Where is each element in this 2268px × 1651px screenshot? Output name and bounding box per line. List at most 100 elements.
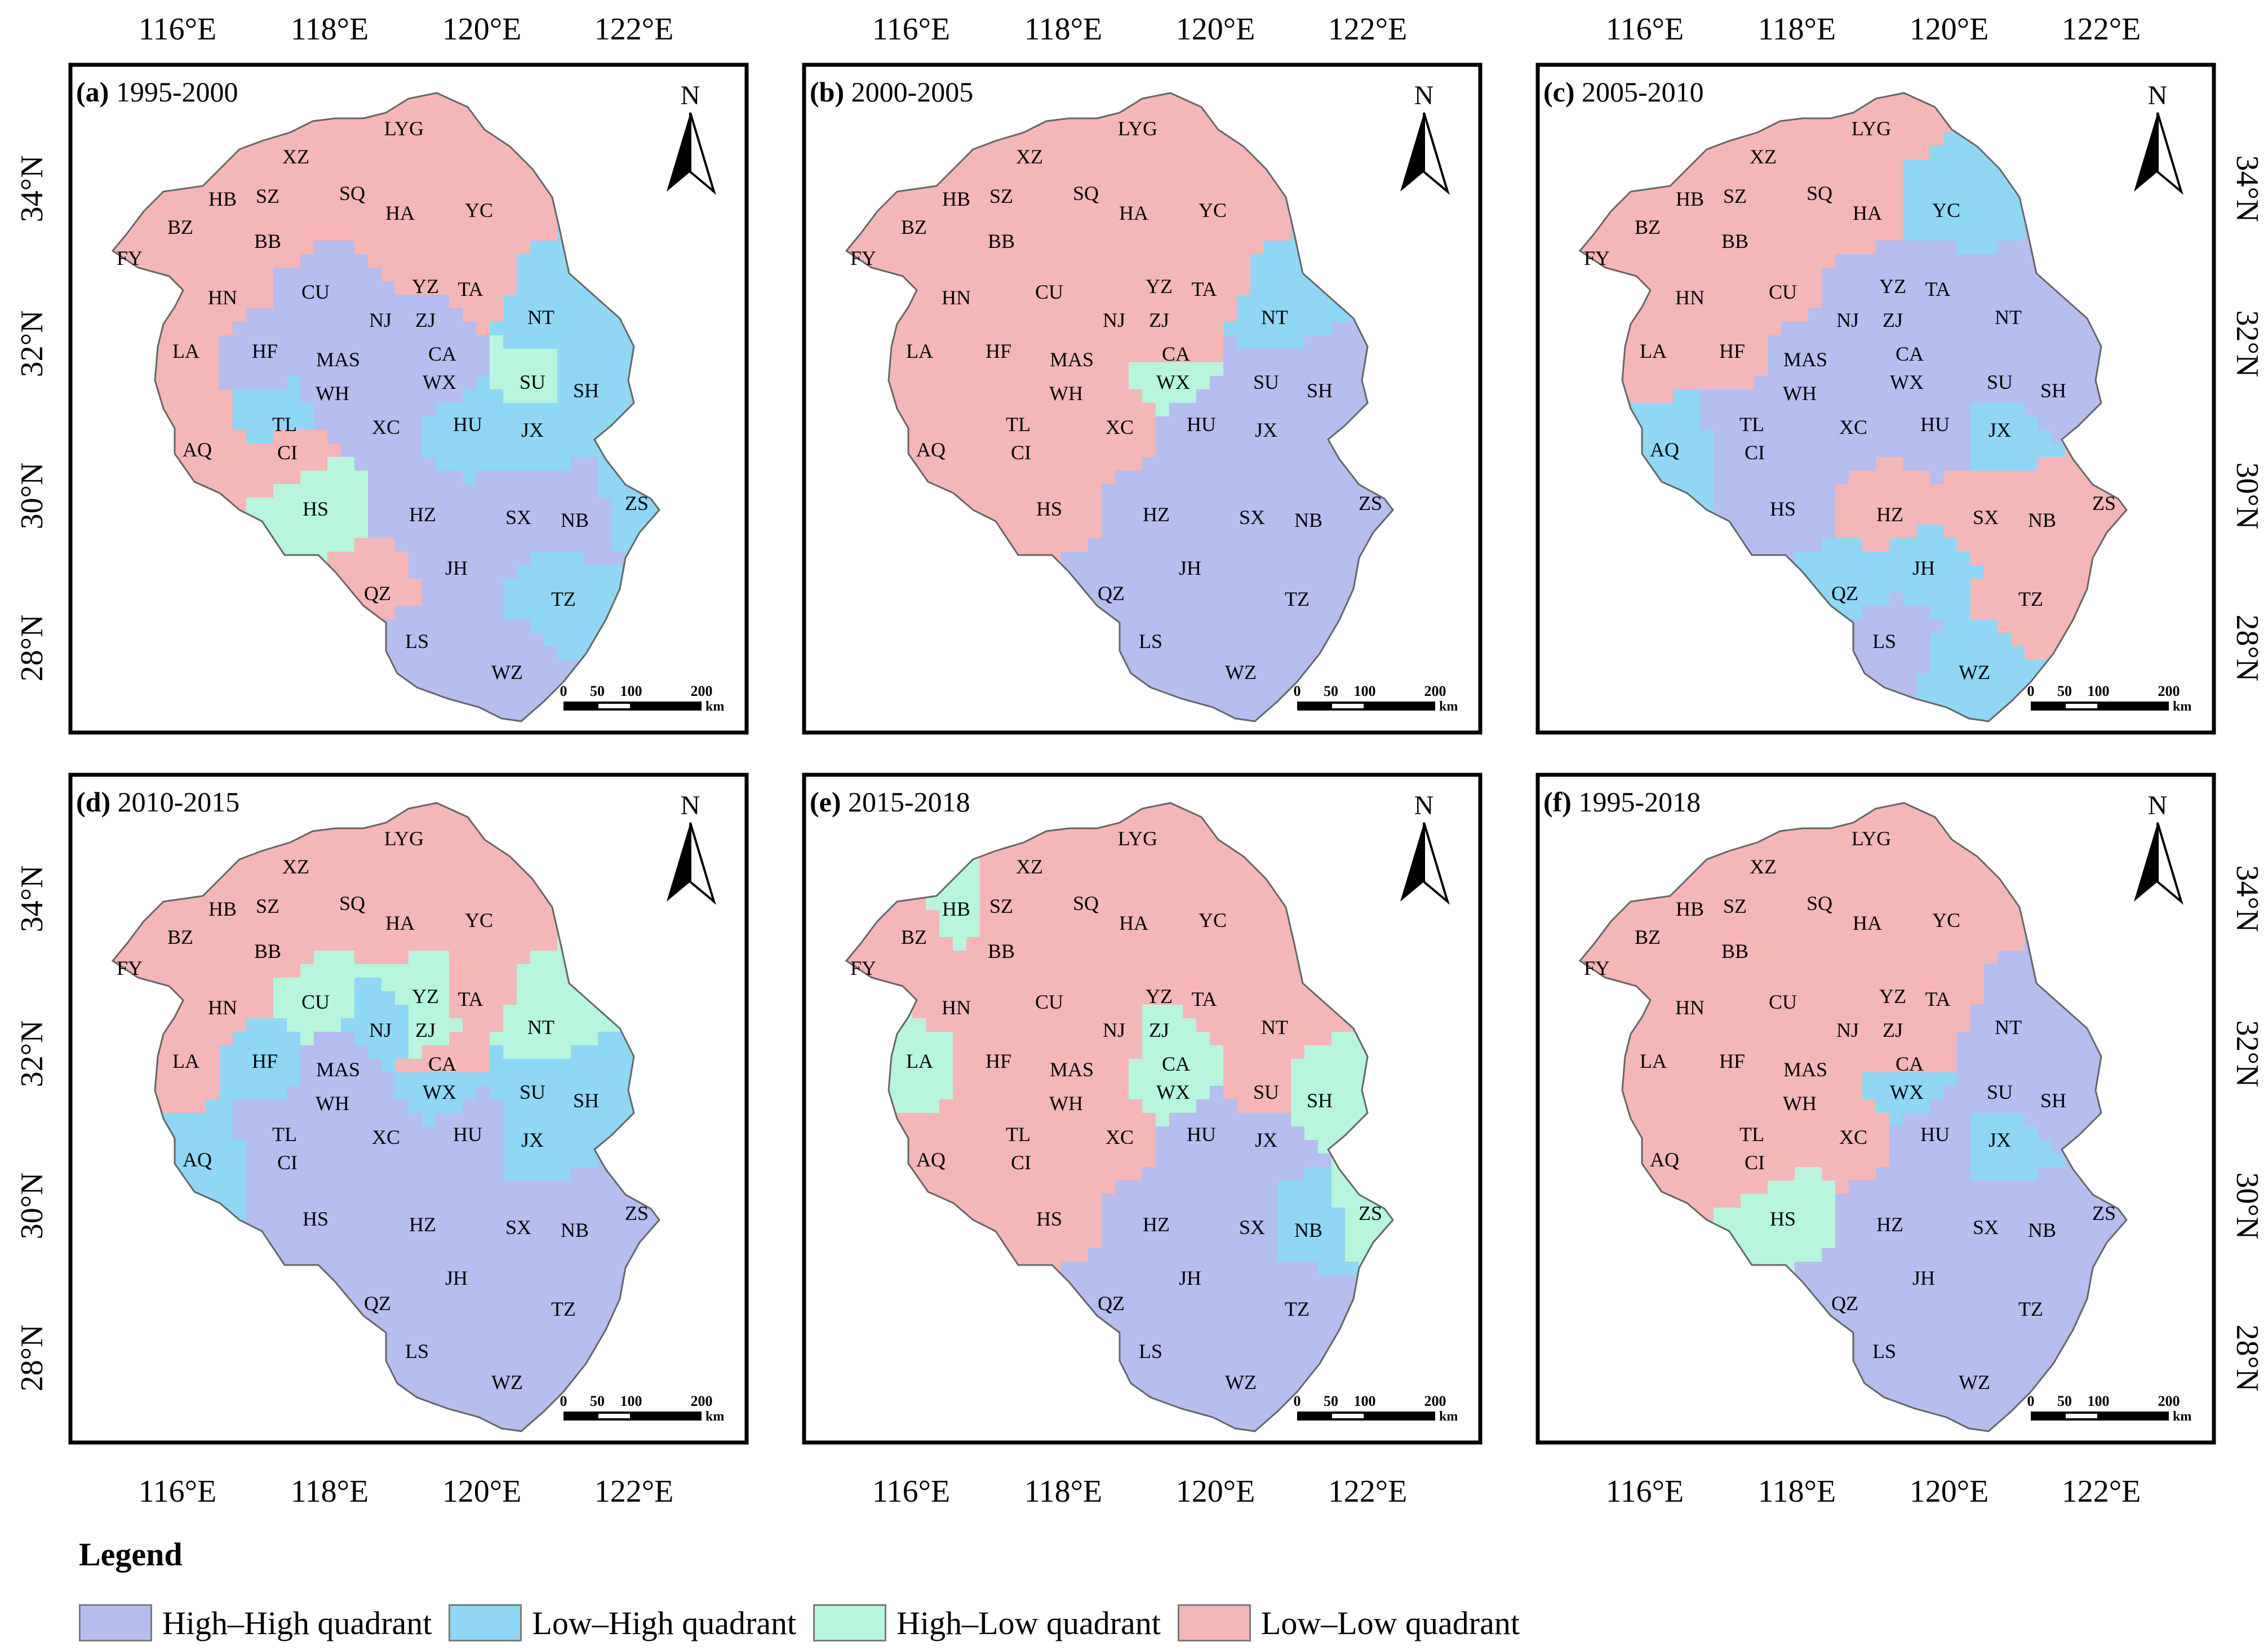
city-label-xc: XC (1106, 1126, 1134, 1148)
lat-label-right: 30°N (2230, 463, 2265, 530)
legend-swatch-low-low (1177, 1604, 1251, 1641)
legend-swatch-high-low (813, 1604, 887, 1641)
city-label-nj: NJ (1103, 1019, 1125, 1041)
city-label-wh: WH (1049, 382, 1083, 405)
city-label-su: SU (1987, 371, 2013, 393)
lat-label-right: 30°N (2230, 1173, 2265, 1240)
legend-item-low-high: Low–High quadrant (449, 1604, 796, 1642)
city-label-cu: CU (301, 281, 330, 303)
city-label-nj: NJ (1836, 309, 1859, 331)
city-label-xz: XZ (1750, 855, 1777, 878)
city-label-tz: TZ (2018, 588, 2043, 610)
city-label-xz: XZ (282, 145, 309, 168)
lat-label-left: 34°N (15, 156, 50, 223)
city-label-jx: JX (1989, 1129, 2011, 1151)
city-label-ha: HA (1853, 202, 1882, 224)
panel-title: (d) 2010-2015 (76, 786, 239, 818)
city-label-hn: HN (942, 996, 971, 1019)
city-label-hf: HF (252, 1050, 278, 1072)
city-label-zs: ZS (1359, 1202, 1382, 1224)
city-label-ci: CI (277, 441, 298, 464)
province-outline (845, 802, 1394, 1432)
city-label-wh: WH (316, 1092, 349, 1115)
city-label-wx: WX (1156, 1081, 1190, 1103)
svg-text:0: 0 (560, 683, 567, 699)
city-label-sh: SH (1307, 1089, 1333, 1112)
city-label-ta: TA (1191, 988, 1217, 1010)
panel-title: (a) 1995-2000 (76, 76, 238, 108)
city-label-sq: SQ (339, 182, 365, 205)
city-label-tz: TZ (2018, 1298, 2043, 1320)
city-label-zj: ZJ (1149, 1019, 1169, 1041)
lon-label-top: 120°E (1910, 12, 1989, 47)
city-label-su: SU (1253, 1081, 1279, 1103)
city-label-jx: JX (1255, 1129, 1277, 1151)
city-label-lyg: LYG (384, 827, 424, 850)
city-label-yc: YC (465, 909, 493, 931)
city-label-nt: NT (1261, 1016, 1288, 1038)
city-label-wx: WX (1890, 371, 1924, 393)
province-outline (1578, 92, 2128, 722)
city-label-qz: QZ (1831, 582, 1858, 605)
city-label-yz: YZ (1146, 275, 1173, 298)
city-label-zs: ZS (625, 492, 649, 514)
lon-label-top: 118°E (1758, 12, 1836, 47)
city-label-hf: HF (1719, 1050, 1745, 1072)
city-label-zs: ZS (625, 1202, 649, 1224)
city-label-su: SU (1253, 371, 1279, 393)
lat-label-right: 32°N (2230, 1020, 2265, 1088)
map-panel-f: XZ LYG HB SZ SQ HA YC BZ BB FY HN CU YZ TA NT LA HF NJ ZJ M… (1535, 773, 2216, 1445)
city-label-ca: CA (428, 343, 456, 365)
city-label-fy: FY (850, 957, 876, 979)
city-label-bb: BB (254, 230, 281, 252)
city-label-ha: HA (1119, 912, 1148, 934)
city-label-mas: MAS (1783, 1058, 1827, 1081)
city-label-la: LA (172, 340, 199, 362)
lon-label-top: 122°E (594, 12, 674, 47)
city-label-la: LA (906, 340, 933, 362)
city-label-la: LA (1640, 1050, 1667, 1072)
lon-label-top: 116°E (139, 12, 217, 47)
city-label-hz: HZ (409, 503, 436, 526)
city-label-bb: BB (1721, 230, 1748, 252)
map-panel-a: XZ LYG HB SZ SQ HA YC BZ BB FY HN CU YZ TA NT LA HF NJ ZJ M… (68, 63, 749, 735)
city-label-hf: HF (252, 340, 278, 362)
city-label-xc: XC (1839, 1126, 1867, 1148)
province-outline (111, 802, 660, 1432)
city-label-ls: LS (1139, 1340, 1162, 1362)
city-label-sz: SZ (1723, 895, 1747, 917)
city-label-sz: SZ (256, 185, 279, 207)
north-arrow-icon: N (667, 81, 716, 195)
legend-item-low-low: Low–Low quadrant (1177, 1604, 1520, 1642)
lat-label-right: 28°N (2230, 1325, 2265, 1392)
city-label-jh: JH (1912, 1267, 1935, 1289)
city-label-qz: QZ (1831, 1292, 1858, 1315)
province-outline (845, 92, 1394, 722)
legend-swatch-high-high (79, 1604, 152, 1641)
city-label-qz: QZ (1098, 582, 1125, 605)
panel-title: (e) 2015-2018 (810, 786, 970, 818)
legend-label-high-low: High–Low quadrant (896, 1604, 1161, 1641)
city-label-sq: SQ (1073, 892, 1099, 915)
city-label-sz: SZ (989, 895, 1013, 917)
lat-label-left: 30°N (15, 1173, 50, 1240)
city-label-mas: MAS (1783, 348, 1827, 371)
city-label-hb: HB (1676, 898, 1704, 920)
city-label-lyg: LYG (384, 117, 424, 140)
north-arrow-icon: N (1400, 791, 1450, 905)
city-label-yc: YC (465, 199, 493, 221)
city-label-lyg: LYG (1118, 117, 1157, 140)
city-label-su: SU (520, 371, 545, 393)
city-label-hu: HU (1920, 413, 1950, 436)
city-label-jx: JX (1989, 419, 2011, 441)
lon-label-bottom: 122°E (594, 1474, 674, 1509)
province-outline (111, 92, 660, 722)
city-label-qz: QZ (1098, 1292, 1125, 1315)
city-label-nt: NT (1995, 306, 2022, 329)
lon-label-bottom: 116°E (139, 1474, 217, 1509)
lat-label-right: 34°N (2230, 156, 2265, 223)
map-panel-d: XZ LYG HB SZ SQ HA YC BZ BB FY HN CU YZ TA NT LA HF NJ ZJ M… (68, 773, 749, 1445)
city-label-sh: SH (2040, 1089, 2066, 1112)
city-label-xz: XZ (1016, 145, 1043, 168)
